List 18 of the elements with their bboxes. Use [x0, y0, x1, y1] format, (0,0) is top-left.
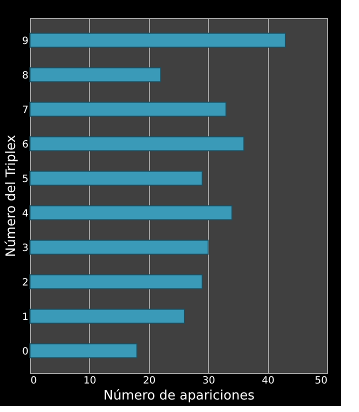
y-tick-label: 9: [22, 36, 28, 47]
y-tick-label: 2: [22, 277, 28, 288]
y-tick-label: 0: [22, 346, 28, 358]
y-tick-label: 3: [22, 242, 28, 254]
x-tick-label: 30: [202, 376, 216, 386]
y-tick-label: 4: [22, 208, 28, 220]
x-tick-label: 10: [84, 376, 96, 386]
y-tick-label: 8: [22, 70, 28, 82]
x-tick-label: 0: [30, 376, 37, 386]
x-axis-title: Número de apariciones: [103, 388, 255, 404]
y-tick-label: 6: [22, 139, 28, 150]
y-tick-label: 7: [22, 104, 28, 116]
x-tick-label: 20: [142, 376, 156, 386]
y-tick-label: 1: [22, 312, 28, 323]
y-axis-title: Número del Triplex: [4, 134, 20, 258]
y-tick-label: 5: [22, 174, 28, 185]
x-tick-label: 50: [314, 376, 328, 386]
x-tick-label: 40: [262, 376, 274, 386]
